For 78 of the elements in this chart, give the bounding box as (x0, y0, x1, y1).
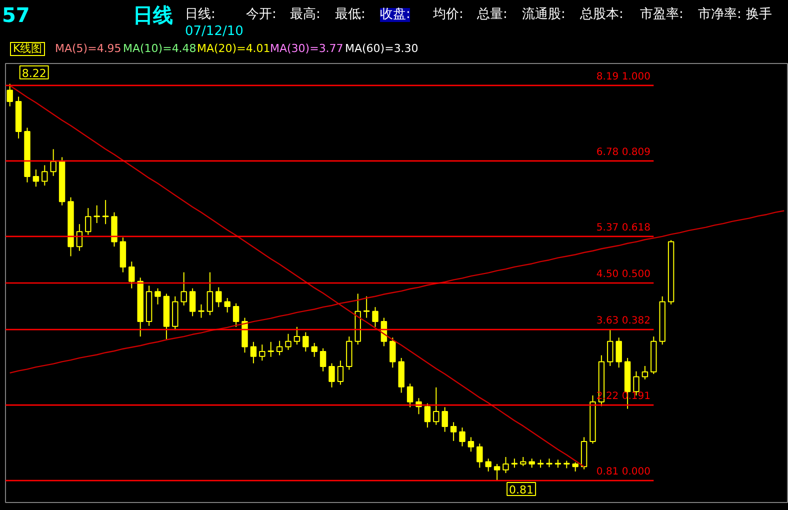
candlestick (337, 360, 344, 386)
candlestick (250, 341, 257, 364)
candlestick (607, 329, 614, 366)
candlestick (520, 456, 526, 467)
candlestick (528, 458, 535, 468)
text: MA(60)=3.30 (345, 42, 418, 56)
candlestick (180, 272, 187, 306)
text: 日线 (133, 3, 173, 27)
text: 今开: (246, 7, 276, 22)
candlestick (476, 443, 483, 468)
candlestick (572, 462, 578, 472)
candlestick (32, 169, 40, 188)
candlestick (50, 148, 56, 176)
text: MA(30)=3.77 (270, 42, 344, 56)
text: K线图 (10, 42, 46, 56)
text: 07/12/10 (185, 24, 244, 40)
text: 市净率: (698, 7, 742, 22)
candlestick (154, 288, 161, 305)
ref-line-label: 5.37 0.618 (596, 222, 650, 234)
text: 最低: (335, 7, 366, 22)
text: 换手 (746, 7, 772, 22)
text: 均价: (433, 7, 464, 22)
candlestick (76, 224, 83, 252)
candlestick (311, 342, 318, 358)
text: 日线: (185, 7, 216, 22)
candlestick (302, 332, 309, 352)
candlestick (406, 383, 414, 408)
text: 流通股: (522, 7, 566, 22)
candlestick (206, 272, 214, 316)
ref-line-label: 6.78 0.809 (596, 146, 650, 158)
text: 57 (2, 3, 30, 27)
candlestick (328, 362, 335, 388)
candlestick (494, 463, 500, 482)
candlestick (433, 386, 440, 426)
annotation: 8.22 (22, 66, 46, 80)
candlestick (216, 286, 222, 308)
candlestick (285, 333, 292, 350)
text: 总股本: (580, 7, 624, 22)
candlestick (363, 296, 370, 318)
ref-line-label: 8.19 1.000 (596, 71, 650, 82)
annotation: 0.81 (509, 484, 534, 497)
candlestick (198, 304, 204, 318)
candlestick (128, 261, 135, 289)
candlestick (232, 302, 240, 328)
candlestick (94, 204, 100, 224)
candlestick (224, 297, 230, 313)
text: 市盈率: (640, 7, 684, 22)
candlestick (259, 344, 266, 362)
candlestick (424, 402, 431, 428)
candlestick (294, 326, 300, 346)
candlestick (459, 427, 466, 447)
text: MA(20)=4.01 (197, 42, 270, 56)
candlestick (189, 288, 196, 317)
candlestick (468, 436, 474, 452)
text: 总量: (477, 7, 508, 22)
candlestick (616, 337, 622, 368)
candlestick (450, 422, 457, 442)
text: 最高: (290, 7, 320, 22)
ref-line-label: 0.81 0.000 (596, 466, 650, 478)
text: 收盘: (380, 7, 410, 22)
candlestick (85, 208, 92, 236)
ref-line-label: 3.63 0.382 (596, 316, 650, 327)
candlestick (276, 340, 283, 356)
candlestick (6, 83, 13, 107)
candlestick (390, 337, 396, 368)
text: MA(5)=4.95 (55, 42, 122, 56)
candlestick (442, 406, 448, 432)
candlestick (320, 348, 326, 372)
candlestick (102, 200, 109, 225)
candlestick (642, 365, 648, 380)
candlestick (372, 306, 378, 328)
candlestick (42, 164, 48, 186)
text: MA(10)=4.48 (123, 42, 196, 56)
candlestick (268, 341, 274, 358)
candlestick (502, 456, 509, 474)
candlestick (485, 458, 492, 472)
ref-line-label: 4.50 0.500 (596, 269, 650, 280)
candlestick (511, 458, 518, 468)
